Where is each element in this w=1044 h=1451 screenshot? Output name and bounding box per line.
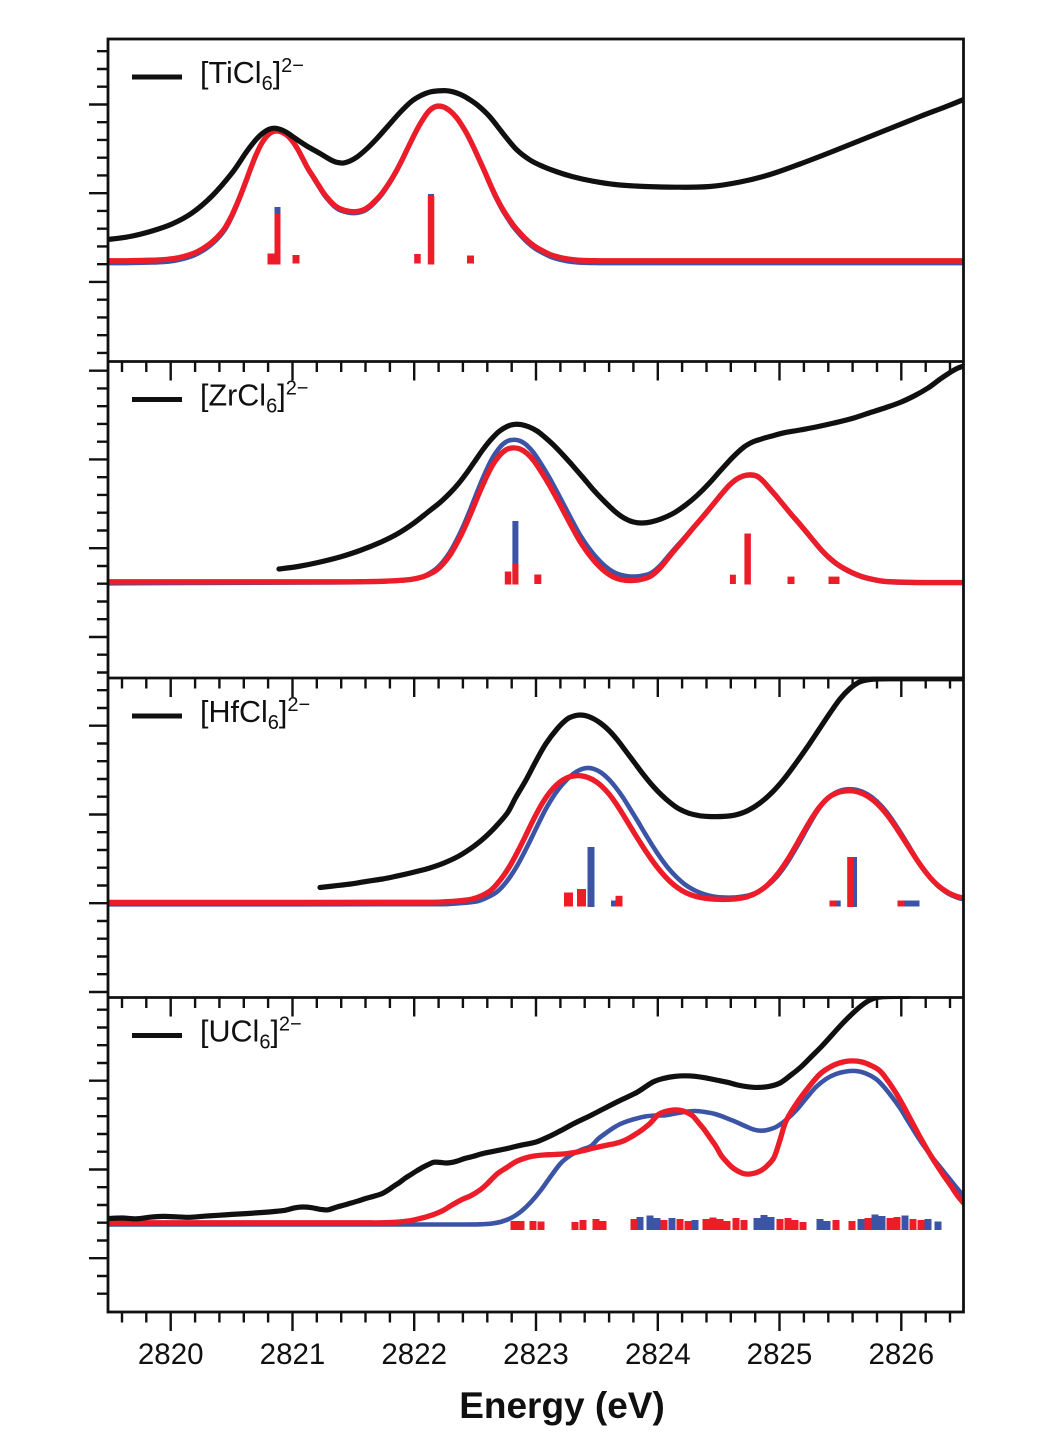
svg-text:[UCl6]2−: [UCl6]2− (200, 1014, 302, 1054)
svg-text:2824: 2824 (625, 1338, 691, 1371)
svg-text:2822: 2822 (381, 1338, 447, 1371)
svg-text:2825: 2825 (747, 1338, 813, 1371)
svg-text:2821: 2821 (260, 1338, 326, 1371)
svg-text:2820: 2820 (138, 1338, 204, 1371)
svg-text:Energy (eV): Energy (eV) (459, 1385, 665, 1426)
svg-text:[ZrCl6]2−: [ZrCl6]2− (200, 378, 309, 418)
svg-text:2823: 2823 (503, 1338, 569, 1371)
svg-text:2826: 2826 (868, 1338, 934, 1371)
